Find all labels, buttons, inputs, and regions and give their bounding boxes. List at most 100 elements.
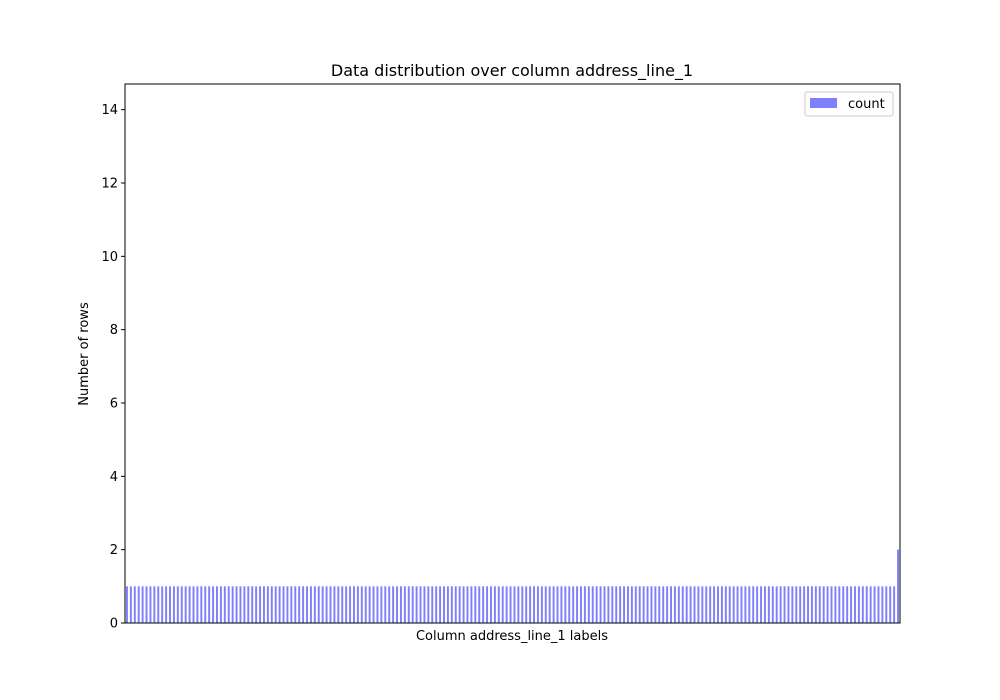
bar-155 <box>732 586 735 623</box>
bar-124 <box>611 586 614 623</box>
bar-70 <box>399 586 402 623</box>
bar-94 <box>493 586 496 623</box>
bar-174 <box>807 586 809 623</box>
bar-122 <box>603 586 606 623</box>
bar-179 <box>826 586 829 623</box>
bar-170 <box>791 586 794 623</box>
bar-10 <box>165 586 168 623</box>
bar-193 <box>881 586 884 623</box>
bar-180 <box>830 586 833 623</box>
bar-117 <box>583 586 586 623</box>
bar-185 <box>850 586 853 623</box>
bar-93 <box>489 586 492 623</box>
bar-152 <box>720 586 723 623</box>
bar-7 <box>153 586 156 623</box>
bar-176 <box>814 586 817 623</box>
bar-167 <box>779 586 782 623</box>
bar-34 <box>259 586 262 623</box>
bar-115 <box>576 586 579 623</box>
bar-30 <box>243 586 246 623</box>
bar-71 <box>403 586 406 623</box>
bar-173 <box>803 586 806 623</box>
bar-194 <box>885 586 888 623</box>
bar-84 <box>454 586 457 623</box>
bar-45 <box>302 586 305 623</box>
bar-175 <box>810 586 813 623</box>
bar-4 <box>141 586 144 623</box>
bar-79 <box>435 586 438 623</box>
bar-178 <box>822 586 825 623</box>
bar-114 <box>572 586 575 623</box>
y-tick-label-7: 14 <box>101 103 118 118</box>
bar-81 <box>443 586 445 623</box>
bar-32 <box>251 586 254 623</box>
bar-186 <box>854 586 856 623</box>
bar-2 <box>133 586 136 623</box>
y-tick-label-3: 6 <box>110 397 118 412</box>
bar-192 <box>877 586 880 623</box>
bar-73 <box>411 586 414 623</box>
bar-129 <box>630 586 633 623</box>
bar-153 <box>724 586 727 623</box>
chart-title: Data distribution over column address_li… <box>331 61 693 81</box>
bar-47 <box>309 586 312 623</box>
bar-195 <box>889 586 892 623</box>
y-tick-label-1: 2 <box>110 543 118 558</box>
bar-14 <box>180 586 183 623</box>
bar-137 <box>662 586 665 623</box>
bar-105 <box>536 586 539 623</box>
bar-19 <box>200 586 203 623</box>
bar-29 <box>239 586 242 623</box>
bar-109 <box>552 586 555 623</box>
bar-106 <box>540 586 543 623</box>
bar-143 <box>685 586 688 623</box>
bar-177 <box>818 586 821 623</box>
bar-83 <box>450 586 453 623</box>
bar-113 <box>568 586 571 623</box>
bar-0 <box>125 586 128 623</box>
bar-169 <box>787 586 790 623</box>
bar-20 <box>204 586 207 623</box>
bar-90 <box>478 586 481 623</box>
bar-188 <box>861 586 864 623</box>
bar-160 <box>752 586 755 623</box>
bar-148 <box>705 586 708 623</box>
bar-53 <box>333 586 336 623</box>
y-tick-label-5: 10 <box>101 250 118 265</box>
bar-91 <box>482 586 485 623</box>
bar-67 <box>388 586 391 623</box>
bar-172 <box>799 586 802 623</box>
bar-99 <box>513 586 516 623</box>
bar-108 <box>548 586 551 623</box>
bar-166 <box>775 586 778 623</box>
bar-21 <box>208 586 211 623</box>
bar-144 <box>689 586 692 623</box>
bar-126 <box>619 586 622 623</box>
bar-136 <box>658 586 661 623</box>
bar-116 <box>580 586 582 623</box>
bar-25 <box>223 586 226 623</box>
bar-171 <box>795 586 798 623</box>
bar-161 <box>756 586 759 623</box>
bar-85 <box>458 586 461 623</box>
bar-43 <box>294 586 297 623</box>
bar-100 <box>517 586 520 623</box>
bar-57 <box>349 586 352 623</box>
bar-58 <box>353 586 355 623</box>
bar-196 <box>893 586 896 623</box>
bar-147 <box>701 586 704 623</box>
bar-158 <box>744 586 747 623</box>
bar-15 <box>184 586 187 623</box>
bar-156 <box>736 586 739 623</box>
bar-59 <box>356 586 359 623</box>
bar-151 <box>717 586 719 623</box>
bar-101 <box>521 586 524 623</box>
legend: count <box>804 91 894 117</box>
bar-141 <box>677 586 680 623</box>
bar-123 <box>607 586 610 623</box>
bar-187 <box>857 586 860 623</box>
bar-145 <box>693 586 696 623</box>
bar-72 <box>407 586 410 623</box>
bar-89 <box>474 586 477 623</box>
